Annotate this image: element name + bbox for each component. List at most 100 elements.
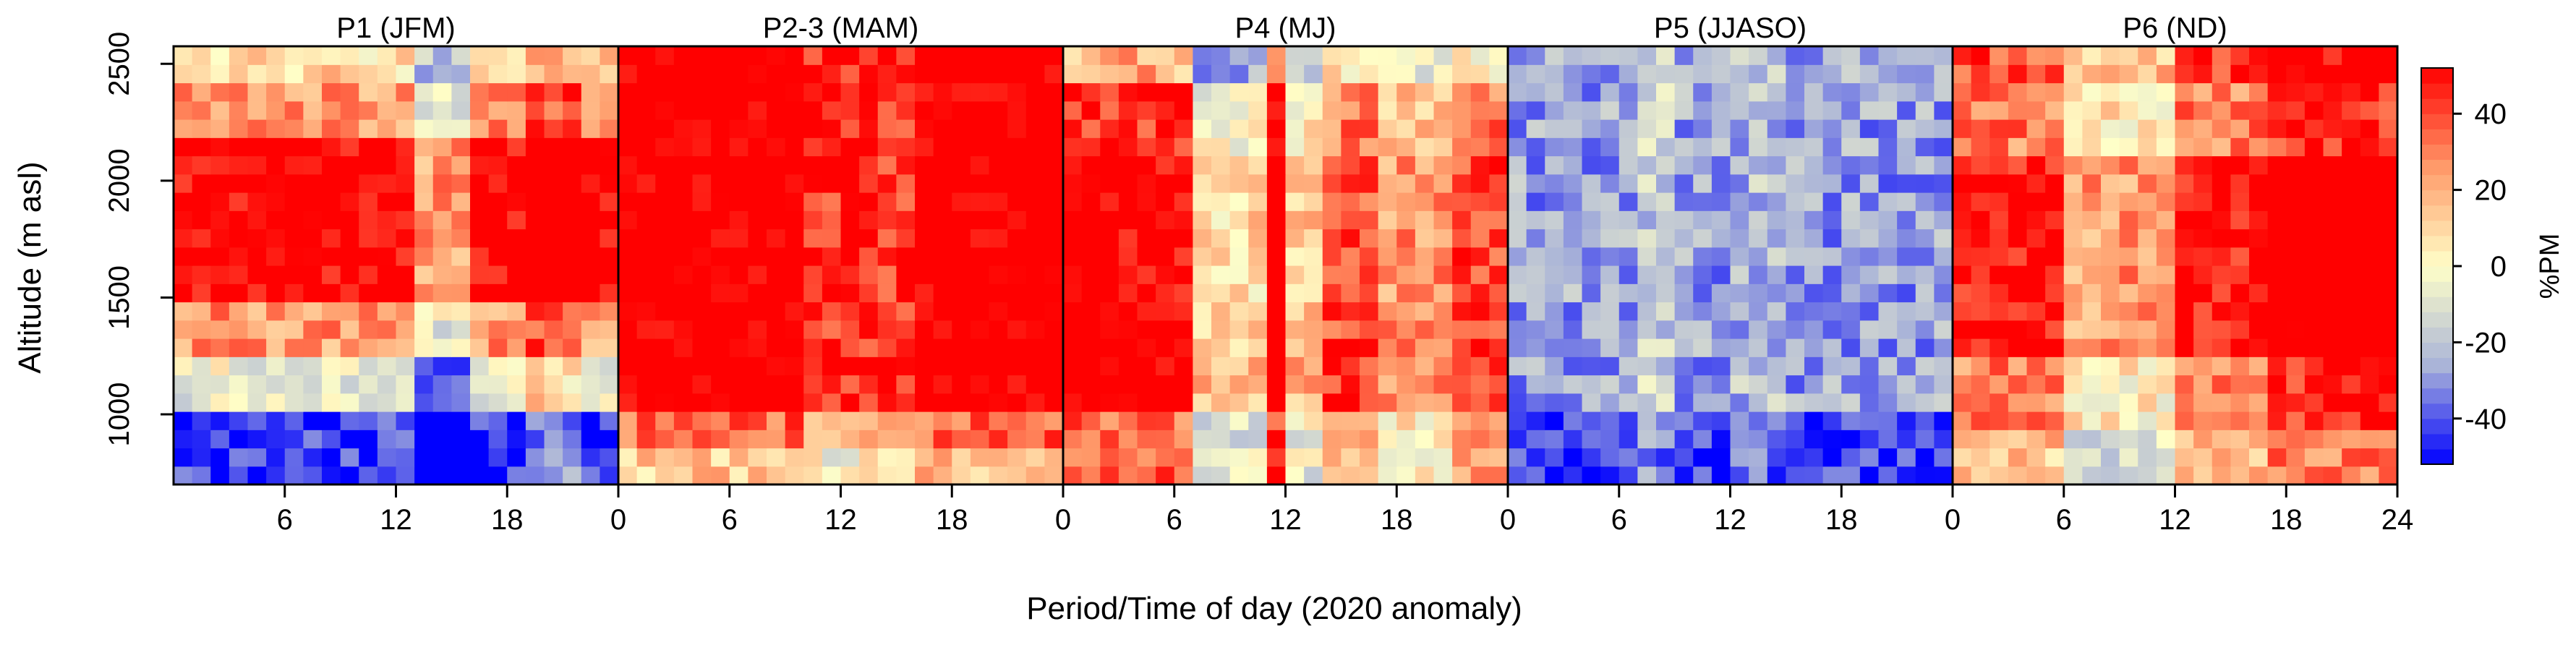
heatmap-cell (470, 338, 490, 357)
heatmap-cell (1025, 466, 1045, 485)
heatmap-cell (2026, 46, 2046, 65)
heatmap-cell (396, 82, 415, 102)
heatmap-cell (210, 137, 230, 157)
heatmap-cell (711, 82, 730, 102)
heatmap-cell (266, 411, 286, 430)
heatmap-cell (340, 466, 359, 485)
colorbar-segment (2421, 388, 2453, 404)
heatmap-cell (414, 192, 434, 211)
heatmap-cell (1786, 155, 1805, 175)
heatmap-cell (767, 430, 786, 449)
heatmap-cell (1025, 228, 1045, 248)
heatmap-cell (1711, 265, 1731, 284)
heatmap-cell (1044, 155, 1064, 175)
heatmap-cell (2082, 393, 2102, 412)
heatmap-cell (2026, 137, 2046, 157)
heatmap-cell (1285, 174, 1305, 193)
heatmap-cell (229, 302, 249, 321)
heatmap-cell (247, 137, 267, 157)
heatmap-cell (2119, 338, 2138, 357)
heatmap-cell (1248, 375, 1268, 394)
heatmap-cell (1470, 448, 1490, 467)
heatmap-cell (1193, 64, 1212, 84)
heatmap-cell (284, 137, 304, 157)
heatmap-cell (785, 174, 804, 193)
heatmap-cell (1433, 228, 1453, 248)
heatmap-cell (303, 210, 323, 230)
x-tick-label: 18 (936, 504, 968, 536)
heatmap-cell (1396, 101, 1416, 120)
heatmap-cell (1582, 247, 1601, 266)
heatmap-cell (1989, 82, 2009, 102)
heatmap-cell (1526, 466, 1545, 485)
heatmap-cell (340, 64, 359, 84)
heatmap-cell (1897, 375, 1916, 394)
heatmap-cell (2230, 283, 2250, 303)
x-tick-label: 0 (1055, 504, 1071, 536)
heatmap-cell (1804, 64, 1824, 84)
heatmap-cell (896, 466, 916, 485)
heatmap-cell (2323, 265, 2342, 284)
heatmap-cell (1378, 320, 1397, 339)
heatmap-cell (322, 228, 341, 248)
heatmap-cell (581, 338, 600, 357)
heatmap-cell (1618, 82, 1638, 102)
heatmap-cell (896, 356, 916, 376)
heatmap-cell (1656, 411, 1676, 430)
heatmap-cell (618, 82, 638, 102)
heatmap-cell (303, 119, 323, 138)
heatmap-cell (989, 466, 1008, 485)
heatmap-cell (970, 46, 990, 65)
heatmap-cell (2304, 228, 2324, 248)
heatmap-cell (414, 210, 434, 230)
heatmap-cell (1304, 137, 1323, 157)
heatmap-cell (822, 137, 842, 157)
heatmap-cell (322, 137, 341, 157)
heatmap-cell (840, 393, 860, 412)
heatmap-cell (1674, 393, 1694, 412)
heatmap-cell (1804, 356, 1824, 376)
heatmap-cell (1285, 430, 1305, 449)
heatmap-cell (2138, 356, 2157, 376)
heatmap-cell (859, 302, 879, 321)
heatmap-cell (2026, 356, 2046, 376)
heatmap-cell (1563, 137, 1583, 157)
heatmap-cell (1007, 228, 1027, 248)
heatmap-cell (1360, 192, 1379, 211)
heatmap-cell (247, 302, 267, 321)
heatmap-cell (359, 448, 378, 467)
heatmap-cell (2101, 411, 2120, 430)
heatmap-cell (229, 46, 249, 65)
heatmap-cell (1859, 82, 1880, 102)
heatmap-cell (1415, 448, 1435, 467)
heatmap-cell (1767, 46, 1786, 65)
heatmap-cell (1266, 283, 1287, 303)
heatmap-cell (711, 265, 730, 284)
heatmap-cell (1767, 64, 1786, 84)
heatmap-cell (1674, 119, 1694, 138)
heatmap-cell (1786, 265, 1805, 284)
heatmap-cell (1229, 411, 1249, 430)
heatmap-cell (1470, 64, 1490, 84)
heatmap-cell (989, 119, 1008, 138)
heatmap-cell (1137, 375, 1156, 394)
heatmap-cell (1025, 210, 1045, 230)
heatmap-cell (1804, 320, 1824, 339)
heatmap-cell (470, 448, 490, 467)
heatmap-cell (933, 283, 952, 303)
heatmap-cell (711, 430, 730, 449)
heatmap-cell (1396, 448, 1416, 467)
heatmap-cell (2175, 174, 2194, 193)
heatmap-cell (1841, 119, 1861, 138)
heatmap-cell (377, 247, 397, 266)
heatmap-cell (1304, 265, 1323, 284)
heatmap-cell (1489, 430, 1509, 449)
heatmap-cell (1248, 265, 1268, 284)
heatmap-cell (210, 320, 230, 339)
heatmap-cell (284, 302, 304, 321)
heatmap-cell (1174, 320, 1193, 339)
heatmap-cell (729, 64, 749, 84)
heatmap-cell (451, 466, 471, 485)
heatmap-cell (1841, 155, 1861, 175)
heatmap-cell (1360, 302, 1379, 321)
